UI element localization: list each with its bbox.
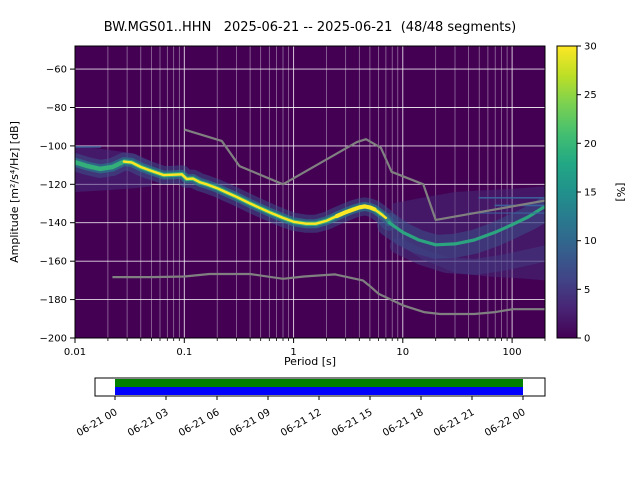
time-tick-label: 06-21 12 [279,407,323,439]
x-axis-label: Period [s] [284,355,336,368]
time-tick-label: 06-21 09 [228,407,272,439]
colorbar-tick-label: 20 [584,139,597,150]
time-tick-label: 06-22 00 [483,407,527,439]
x-tick-label: 0.1 [176,347,192,358]
time-tick-label: 06-21 18 [381,407,425,439]
y-tick-label: −80 [46,103,67,114]
colorbar-tick-label: 30 [584,42,597,53]
coverage-bar-data [115,387,523,395]
time-tick-label: 06-21 15 [330,407,374,439]
y-axis-label: Amplitude [m²/s⁴/Hz] [dB] [8,121,21,263]
noise-models [112,128,545,316]
colorbar-gradient [557,46,577,338]
colorbar-tick-label: 10 [584,236,597,247]
axis-ticks: 0.01 0.1 1 10 100 −60 −80 −100 −120 −140 −160 −180 −… [40,65,546,358]
time-tick-label: 06-21 03 [126,407,170,439]
psd-mode-core [122,160,388,225]
y-tick-label: −200 [40,334,67,345]
y-tick-label: −100 [40,141,67,152]
noise-model-high-curve [183,128,545,221]
coverage-bar: 06-21 00 06-21 03 06-21 06 06-21 09 06-21 12… [75,377,546,439]
coverage-bar-segments [115,379,523,387]
colorbar-tick-label: 25 [584,90,597,101]
x-tick-label: 100 [503,347,522,358]
x-tick-label: 10 [396,347,409,358]
y-tick-label: −120 [40,180,67,191]
x-tick-label: 0.01 [64,347,86,358]
colorbar-tick-label: 5 [584,285,590,296]
long-period-lower-haze-band [389,237,545,275]
x-tick-label: 1 [290,347,296,358]
plot-background [75,46,545,338]
noise-model-low-curve [112,272,545,316]
y-tick-label: −60 [46,65,67,76]
y-tick-label: −140 [40,218,67,229]
time-tick-label: 06-21 00 [75,407,119,439]
y-tick-label: −180 [40,295,67,306]
long-period-ridge-band [387,204,545,247]
psd-distribution [75,145,545,281]
time-tick-label: 06-21 21 [432,407,476,439]
colorbar-label: [%] [614,182,627,201]
colorbar-tick-label: 0 [584,334,590,345]
plot-frame [74,45,546,339]
y-tick-label: −160 [40,257,67,268]
long-period-spread-band [377,197,545,259]
time-tick-label: 06-21 06 [177,407,221,439]
colorbar-tick-label: 15 [584,188,597,199]
chart-title: BW.MGS01..HHN 2025-06-21 -- 2025-06-21 (… [104,20,517,35]
